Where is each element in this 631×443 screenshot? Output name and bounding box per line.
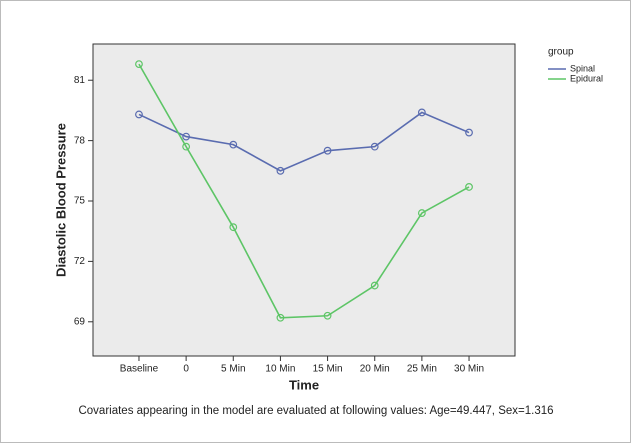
point-marker bbox=[323, 146, 332, 155]
point-marker bbox=[135, 60, 143, 69]
legend-title: group bbox=[548, 47, 574, 58]
y-tick-label: 81 bbox=[74, 75, 86, 86]
point-marker bbox=[276, 313, 285, 322]
x-tick-label: 0 bbox=[183, 364, 189, 375]
point-marker bbox=[182, 132, 191, 141]
point-marker bbox=[465, 128, 473, 137]
x-tick-label: 5 Min bbox=[221, 364, 245, 375]
x-tick-label: 25 Min bbox=[407, 364, 437, 375]
plot-area bbox=[92, 43, 516, 357]
y-tick-label: 72 bbox=[74, 256, 86, 267]
x-tick-label: 10 Min bbox=[265, 364, 295, 375]
x-tick-label: 30 Min bbox=[454, 364, 484, 375]
point-marker bbox=[182, 142, 191, 151]
point-marker bbox=[323, 311, 332, 320]
point-marker bbox=[135, 110, 143, 119]
legend-label: Spinal bbox=[570, 63, 595, 73]
y-tick-label: 69 bbox=[74, 316, 86, 327]
x-tick-label: 15 Min bbox=[313, 364, 343, 375]
point-marker bbox=[465, 183, 473, 191]
point-marker bbox=[370, 142, 379, 151]
y-axis-label: Diastolic Blood Pressure bbox=[53, 123, 68, 277]
point-marker bbox=[229, 140, 238, 149]
y-tick-label: 78 bbox=[74, 135, 86, 146]
footnote: Covariates appearing in the model are ev… bbox=[78, 405, 553, 417]
x-tick-label: 20 Min bbox=[360, 364, 390, 375]
point-marker bbox=[229, 223, 238, 232]
point-marker bbox=[417, 209, 426, 217]
point-marker bbox=[370, 281, 379, 290]
legend-label: Epidural bbox=[570, 73, 603, 83]
x-axis-label: Time bbox=[289, 377, 319, 392]
y-tick-label: 75 bbox=[74, 196, 86, 207]
x-tick-label: Baseline bbox=[120, 364, 159, 375]
series-line bbox=[138, 63, 470, 319]
series-line bbox=[138, 111, 470, 172]
point-marker bbox=[276, 166, 285, 175]
point-marker bbox=[417, 108, 426, 117]
